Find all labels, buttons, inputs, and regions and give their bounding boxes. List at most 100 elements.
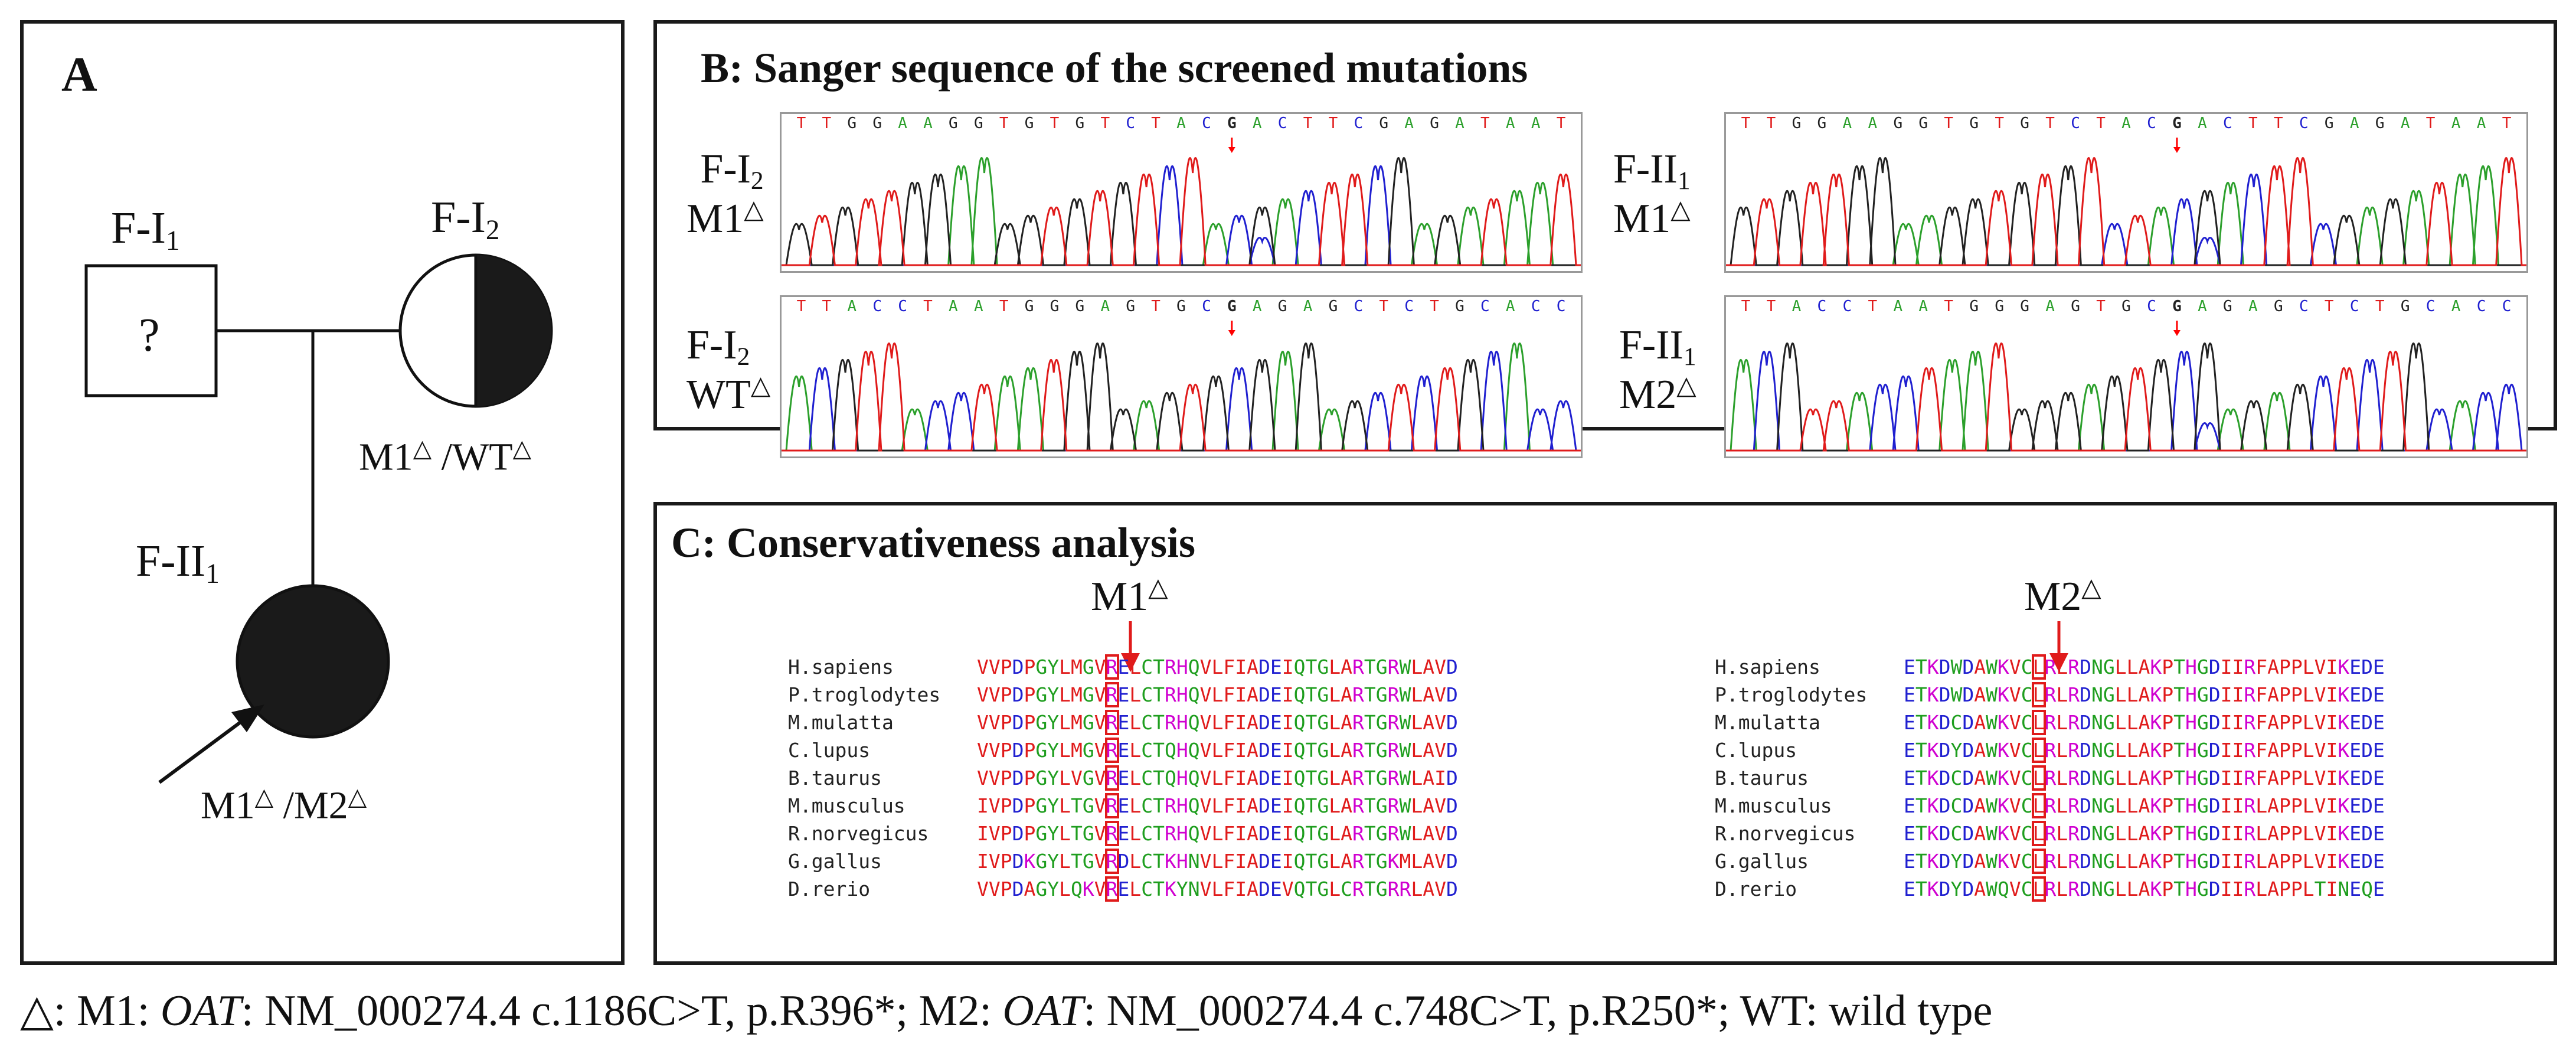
- residue: T: [2173, 794, 2185, 817]
- residue: W: [1950, 683, 1963, 706]
- residue: D: [1012, 739, 1024, 762]
- residue: C: [1141, 655, 1153, 678]
- residue: L: [2056, 794, 2068, 817]
- residue: T: [1071, 850, 1083, 873]
- residue: A: [1423, 683, 1435, 706]
- residue: T: [1364, 822, 1376, 845]
- residue: D: [1962, 877, 1975, 901]
- base-call: G: [1126, 298, 1135, 315]
- residue: I: [2220, 655, 2232, 678]
- residue: A: [1341, 822, 1352, 845]
- residue: L: [1329, 766, 1341, 790]
- residue: H: [2185, 877, 2197, 901]
- residue: V: [1094, 739, 1106, 762]
- residue: V: [988, 877, 1001, 901]
- alignment-row: H.sapiens VVPDPGYLMGVRELCTRHQVLFIADEIQTGL…: [788, 653, 1458, 681]
- residue: M: [1071, 683, 1083, 706]
- base-call: T: [822, 115, 832, 132]
- residue: D: [1938, 822, 1951, 845]
- residue: R: [2244, 877, 2256, 901]
- residue: V: [1434, 822, 1446, 845]
- residue: T: [1305, 655, 1318, 678]
- residue: G: [2196, 711, 2209, 734]
- alignment-row: M.musculus ETKDCDAWKVCLRLRDNGLLAKPTHGDIIR…: [1715, 792, 2385, 820]
- residue: I: [1235, 794, 1247, 817]
- base-call: C: [2477, 298, 2486, 315]
- residue: E: [2373, 877, 2385, 901]
- peak-trace-G: [1726, 157, 2526, 266]
- residue: V: [988, 850, 1001, 873]
- residue: L: [1211, 739, 1224, 762]
- residue: L: [1059, 739, 1071, 762]
- panel-c-title: C: Conservativeness analysis: [671, 519, 1196, 566]
- residue: G: [1035, 711, 1048, 734]
- residue: H: [2185, 683, 2197, 706]
- residue: E: [1117, 739, 1130, 762]
- residue: L: [1059, 794, 1071, 817]
- base-call: G: [1455, 298, 1464, 315]
- residue: V: [2009, 794, 2021, 817]
- base-call: G: [1075, 115, 1085, 132]
- base-call: A: [1531, 115, 1541, 132]
- father-square: [84, 264, 218, 397]
- residue: I: [2326, 877, 2338, 901]
- residue: D: [1117, 850, 1130, 873]
- residue: E: [1904, 711, 1915, 734]
- residue: N: [1188, 877, 1200, 901]
- residue: L: [1211, 683, 1224, 706]
- residue: V: [1094, 655, 1106, 678]
- residue: A: [1423, 794, 1435, 817]
- residue: Y: [1047, 711, 1060, 734]
- base-call: C: [2426, 298, 2436, 315]
- base-call: G: [872, 115, 882, 132]
- peak-trace-T: [782, 157, 1581, 266]
- residue: T: [2173, 766, 2185, 790]
- base-call: T: [1329, 115, 1338, 132]
- residue: T: [2173, 877, 2185, 901]
- residue: K: [1927, 739, 1939, 762]
- residue: R: [2068, 822, 2080, 845]
- base-call: A: [923, 115, 933, 132]
- base-call: A: [2248, 298, 2258, 315]
- base-call: A: [2045, 298, 2055, 315]
- residue: P: [1000, 739, 1012, 762]
- residue: G: [2196, 655, 2209, 678]
- residue: V: [1094, 766, 1106, 790]
- residue: E: [1270, 794, 1282, 817]
- residue: D: [1962, 850, 1975, 873]
- residue: C: [2021, 655, 2033, 678]
- residue: L: [1411, 766, 1423, 790]
- base-call: T: [1767, 298, 1776, 315]
- residue: E: [2349, 822, 2362, 845]
- residue: G: [1035, 739, 1048, 762]
- residue: W: [1986, 850, 1998, 873]
- residue: Q: [1293, 850, 1306, 873]
- residue: G: [1317, 850, 1329, 873]
- residue: L: [2056, 739, 2068, 762]
- residue: R: [2244, 822, 2256, 845]
- residue: I: [1282, 683, 1294, 706]
- residue: R: [1165, 711, 1176, 734]
- base-call: G: [974, 115, 983, 132]
- residue: A: [2267, 850, 2279, 873]
- residue: G: [1082, 850, 1094, 873]
- residue: V: [2314, 739, 2326, 762]
- species-name: R.norvegicus: [1715, 822, 1856, 845]
- residue: P: [1000, 711, 1012, 734]
- proband-arrow-head: [231, 704, 264, 732]
- residue: D: [2208, 794, 2221, 817]
- residue: A: [2267, 683, 2279, 706]
- alignment-row: G.gallus IVPDKGYLTGVRDLCTKHNVLFIADEIQTGLA…: [788, 847, 1458, 875]
- residue: G: [1035, 655, 1048, 678]
- residue: E: [1270, 877, 1282, 901]
- residue: P: [1000, 794, 1012, 817]
- residue: E: [2373, 739, 2385, 762]
- residue: G: [2196, 766, 2209, 790]
- residue: K: [1165, 877, 1176, 901]
- residue: D: [1446, 683, 1458, 706]
- residue: A: [1423, 877, 1435, 901]
- residue: T: [2314, 877, 2326, 901]
- residue: I: [1235, 683, 1247, 706]
- base-call: T: [1480, 115, 1490, 132]
- residue: I: [977, 794, 989, 817]
